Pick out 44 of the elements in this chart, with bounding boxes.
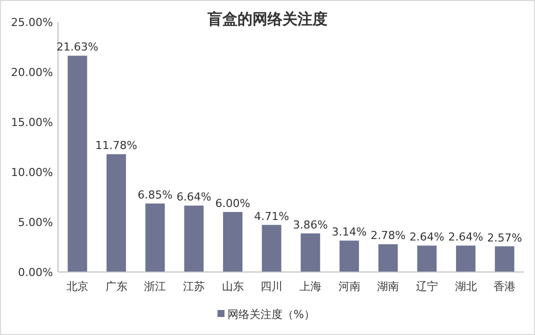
- data-label: 2.64%: [409, 230, 444, 244]
- x-tick-label: 山东: [222, 280, 244, 293]
- data-label: 3.14%: [332, 226, 367, 239]
- y-tick-label: 5.00%: [18, 216, 53, 229]
- x-tick-label: 浙江: [144, 280, 166, 293]
- bar: [68, 56, 88, 272]
- bar: [456, 246, 476, 272]
- data-label: 3.86%: [292, 218, 328, 232]
- x-tick-label: 河南: [338, 280, 360, 293]
- data-label: 2.57%: [487, 231, 522, 244]
- data-label: 21.63%: [56, 40, 98, 54]
- data-label: 6.00%: [215, 197, 250, 210]
- x-tick-label: 北京: [66, 280, 88, 293]
- bar: [145, 204, 165, 272]
- data-label: 4.71%: [254, 210, 290, 223]
- bar: [184, 206, 204, 272]
- bar: [417, 246, 437, 272]
- chart-title: 盲盒的网络关注度: [206, 10, 328, 28]
- data-label: 2.78%: [370, 229, 406, 242]
- data-label: 11.78%: [95, 139, 138, 152]
- y-tick-label: 25.00%: [11, 16, 53, 29]
- x-tick-label: 香港: [494, 280, 516, 293]
- bar: [262, 224, 282, 272]
- bar: [106, 154, 126, 272]
- x-tick-label: 江苏: [182, 280, 205, 293]
- x-tick-label: 四川: [260, 280, 283, 293]
- x-tick-label: 广东: [105, 280, 128, 293]
- y-tick-label: 20.00%: [11, 66, 53, 79]
- y-tick-label: 15.00%: [11, 116, 53, 129]
- bar: [340, 240, 359, 272]
- data-label: 6.85%: [138, 188, 173, 202]
- bar: [378, 244, 398, 272]
- data-label: 6.64%: [176, 190, 212, 204]
- x-tick-label: 辽宁: [416, 280, 438, 293]
- x-tick-label: 上海: [299, 280, 322, 293]
- bar: [223, 212, 242, 272]
- y-tick-label: 0.00%: [18, 266, 53, 279]
- legend-label: 网络关注度（%）: [228, 308, 315, 321]
- bar: [300, 233, 320, 272]
- y-tick-label: 10.00%: [11, 166, 53, 179]
- data-label: 2.64%: [448, 230, 484, 244]
- bar: [494, 246, 514, 272]
- x-tick-label: 湖南: [377, 280, 400, 293]
- x-tick-label: 湖北: [454, 280, 477, 293]
